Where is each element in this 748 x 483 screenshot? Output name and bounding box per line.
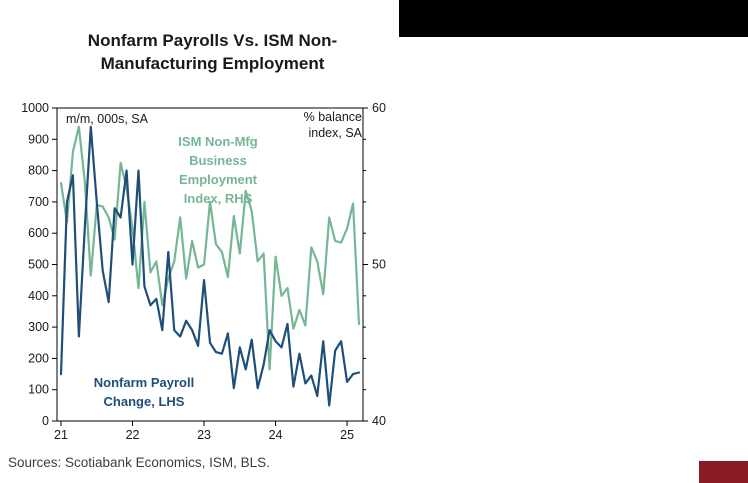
ism-line (59, 125, 361, 371)
payrolls-series-label: Nonfarm Payroll Change, LHS (93, 375, 195, 409)
sources-note: Sources: Scotiabank Economics, ISM, BLS. (8, 455, 270, 470)
top-black-bar (399, 0, 748, 37)
left-axis-tick-label: 100 (28, 383, 49, 397)
left-axis-tick-label: 0 (42, 414, 49, 428)
left-axis-tick-label: 900 (28, 132, 49, 146)
right-axis-tick-label: 60 (372, 101, 386, 115)
x-axis-tick-label: 22 (126, 428, 140, 442)
x-axis-tick-label: 25 (340, 428, 354, 442)
left-axis-unit-label: m/m, 000s, SA (66, 112, 148, 126)
left-axis-tick-label: 800 (28, 164, 49, 178)
left-axis-tick-label: 600 (28, 226, 49, 240)
ism-series-label: ISM Non-Mfg Business Employment Index, R… (178, 134, 258, 206)
x-axis-tick-label: 21 (54, 428, 68, 442)
left-axis-tick-label: 1000 (21, 101, 49, 115)
left-axis-tick-label: 700 (28, 195, 49, 209)
x-axis-tick-label: 23 (197, 428, 211, 442)
left-axis-tick-label: 400 (28, 289, 49, 303)
x-axis-tick-label: 24 (269, 428, 283, 442)
chart-title-line2: Manufacturing Employment (100, 53, 325, 73)
left-axis-tick-label: 200 (28, 351, 49, 365)
chart-title: Nonfarm Payrolls Vs. ISM Non- Manufactur… (10, 30, 415, 76)
right-axis-unit-label: % balance index, SA (303, 110, 362, 140)
payrolls-line (59, 125, 361, 407)
corner-brand-box (699, 461, 748, 483)
left-axis-tick-label: 500 (28, 258, 49, 272)
left-axis-tick-label: 300 (28, 320, 49, 334)
right-axis-tick-label: 40 (372, 414, 386, 428)
chart-title-line1: Nonfarm Payrolls Vs. ISM Non- (87, 31, 338, 50)
right-axis-tick-label: 50 (372, 258, 386, 272)
